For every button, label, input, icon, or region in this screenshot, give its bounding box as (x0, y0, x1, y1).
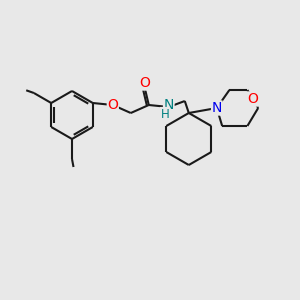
Text: H: H (160, 107, 169, 121)
Text: O: O (247, 92, 258, 106)
Text: N: N (212, 101, 222, 115)
Text: O: O (107, 98, 118, 112)
Text: O: O (139, 76, 150, 90)
Text: N: N (164, 98, 174, 112)
